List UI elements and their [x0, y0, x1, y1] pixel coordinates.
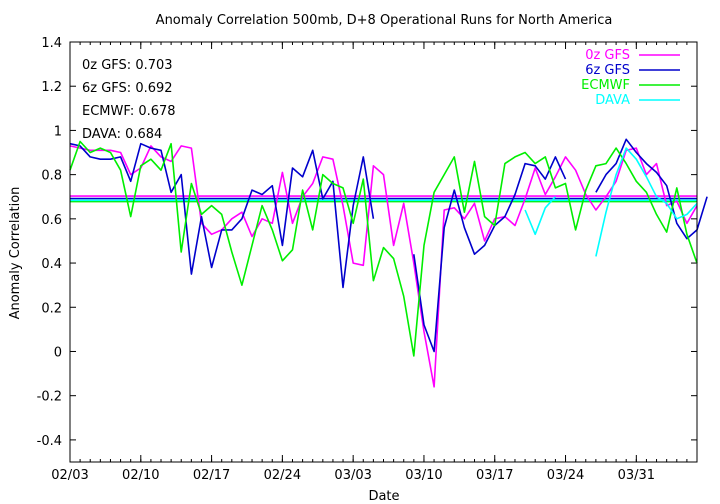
stat-text: 0z GFS: 0.703	[82, 58, 173, 73]
legend-label-0z-gfs: 0z GFS	[585, 48, 630, 63]
mean-lines	[70, 195, 697, 203]
stat-text: DAVA: 0.684	[82, 127, 162, 142]
series-line-ecmwf	[69, 140, 698, 357]
legend-label-6z-gfs: 6z GFS	[585, 63, 630, 78]
stats-box: 0z GFS: 0.703 6z GFS: 0.692 ECMWF: 0.678 DA…	[82, 58, 176, 142]
series-line-6z-gfs	[413, 156, 567, 353]
y-tick-label: 1.4	[41, 36, 62, 51]
legend-label-ecmwf: ECMWF	[581, 78, 630, 93]
y-tick-label: -0.4	[37, 434, 62, 449]
x-tick-label: 02/24	[264, 468, 301, 483]
x-tick-label: 03/24	[547, 468, 584, 483]
y-tick-label: 0	[54, 345, 62, 360]
x-axis-ticks: 02/03 02/10 02/17 02/24 03/03 03/10 03/17 03/24…	[51, 42, 698, 483]
series-0z-gfs	[69, 145, 698, 388]
x-tick-label: 02/17	[193, 468, 230, 483]
stat-text: 6z GFS: 0.692	[82, 81, 173, 96]
y-axis-ticks: -0.4 -0.2 0 0.2 0.4 0.6 0.8 1 1.2 1.4	[37, 36, 697, 449]
y-tick-label: 0.4	[41, 257, 62, 272]
legend-label-dava: DAVA	[595, 93, 630, 108]
x-tick-label: 03/17	[476, 468, 513, 483]
series-dava	[524, 147, 698, 257]
series-line-6z-gfs	[69, 142, 375, 289]
series-ecmwf	[69, 140, 698, 357]
series-lines	[69, 138, 708, 388]
x-tick-label: 02/03	[51, 468, 88, 483]
chart-title: Anomaly Correlation 500mb, D+8 Operation…	[156, 13, 613, 28]
plot-frame	[69, 41, 698, 463]
x-tick-label: 03/03	[334, 468, 371, 483]
y-tick-label: 0.2	[41, 301, 62, 316]
x-tick-label: 03/31	[618, 468, 655, 483]
series-line-dava	[524, 196, 556, 236]
series-line-0z-gfs	[69, 145, 698, 388]
y-tick-label: 1.2	[41, 80, 62, 95]
x-tick-label: 02/10	[122, 468, 159, 483]
x-axis-label: Date	[368, 489, 399, 504]
x-tick-label: 03/10	[405, 468, 442, 483]
series-line-dava	[595, 147, 698, 257]
y-tick-label: 0.6	[41, 213, 62, 228]
y-tick-label: -0.2	[37, 390, 62, 405]
y-axis-label: Anomaly Correlation	[8, 187, 23, 320]
stat-text: ECMWF: 0.678	[82, 104, 176, 119]
y-tick-label: 1	[54, 124, 62, 139]
y-tick-label: 0.8	[41, 169, 62, 184]
